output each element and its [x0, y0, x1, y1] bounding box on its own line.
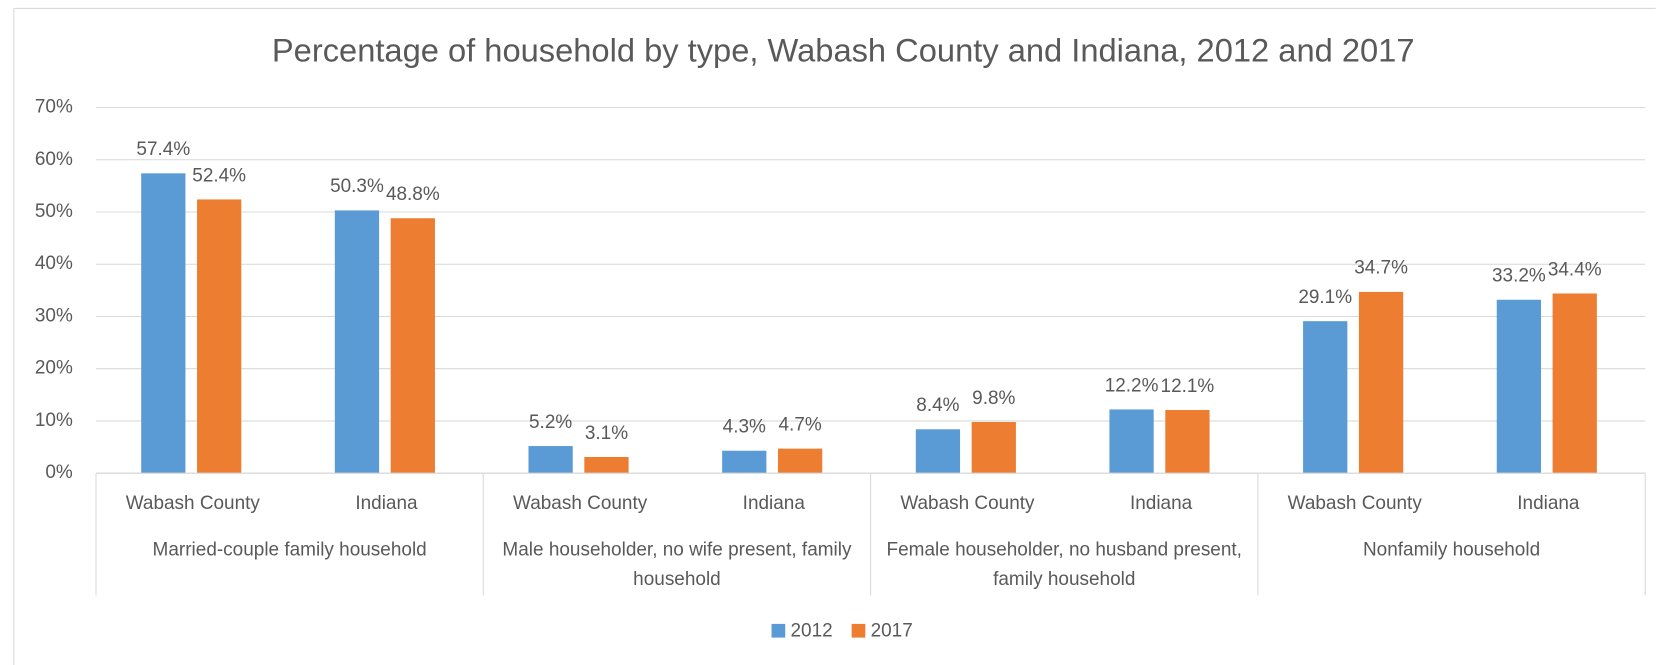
bar	[1165, 409, 1210, 474]
y-tick-label: 60%	[35, 149, 73, 170]
data-label: 34.7%	[1354, 258, 1408, 279]
group-label: Female householder, no husband present, …	[886, 538, 1242, 590]
bar	[777, 448, 823, 474]
group-label-box: Male householder, no wife present, famil…	[502, 538, 852, 590]
bar	[528, 446, 573, 474]
data-label: 34.4%	[1548, 259, 1602, 280]
bar	[390, 218, 435, 474]
data-label: 12.1%	[1161, 376, 1215, 397]
legend-label: 2017	[871, 620, 913, 641]
data-label: 12.2%	[1105, 375, 1159, 396]
x-tick-label: Indiana	[1130, 493, 1193, 514]
data-label: 48.8%	[386, 184, 440, 205]
bar	[915, 429, 961, 474]
x-tick-label: Wabash County	[126, 493, 261, 514]
data-label: 3.1%	[585, 423, 628, 444]
group-label: Married-couple family household	[152, 538, 427, 560]
data-label: 8.4%	[916, 395, 959, 416]
bar	[197, 199, 242, 474]
x-tick-label: Wabash County	[513, 493, 648, 514]
data-label: 29.1%	[1298, 287, 1352, 308]
group-label-box: Married-couple family household	[152, 538, 427, 560]
group-label-box: Nonfamily household	[1362, 538, 1541, 560]
data-label: 4.7%	[779, 414, 822, 435]
data-label: 57.4%	[136, 139, 190, 160]
group-label: Male householder, no wife present, famil…	[502, 538, 852, 590]
y-tick-label: 40%	[35, 253, 73, 274]
y-tick-label: 10%	[35, 410, 73, 431]
legend-swatch	[771, 623, 786, 638]
bar	[722, 450, 767, 474]
bar	[1496, 299, 1542, 474]
chart-title: Percentage of household by type, Wabash …	[272, 31, 1415, 68]
bar	[1109, 409, 1154, 474]
bar	[971, 421, 1016, 474]
bar	[584, 456, 629, 474]
data-label: 50.3%	[330, 176, 384, 197]
group-label: Nonfamily household	[1362, 538, 1541, 560]
x-tick-label: Wabash County	[1288, 493, 1423, 514]
data-label: 33.2%	[1492, 266, 1546, 287]
group-label-box: Female householder, no husband present, …	[886, 538, 1242, 590]
y-tick-label: 50%	[35, 201, 73, 222]
data-label: 5.2%	[529, 412, 572, 433]
x-tick-label: Indiana	[1517, 493, 1580, 514]
bar	[1303, 321, 1348, 474]
legend-swatch	[851, 623, 866, 638]
y-tick-label: 30%	[35, 305, 73, 326]
data-label: 9.8%	[972, 388, 1015, 409]
bar	[334, 210, 380, 474]
bar	[1358, 291, 1404, 474]
x-tick-label: Wabash County	[900, 493, 1035, 514]
data-label: 4.3%	[723, 417, 766, 438]
data-label: 52.4%	[192, 165, 246, 186]
bar	[1552, 293, 1597, 474]
bar	[141, 173, 186, 474]
x-tick-label: Indiana	[743, 493, 806, 514]
y-tick-label: 70%	[35, 97, 73, 118]
y-tick-label: 20%	[35, 358, 73, 379]
y-tick-label: 0%	[45, 462, 73, 483]
x-tick-label: Indiana	[355, 493, 418, 514]
legend-label: 2012	[791, 620, 833, 641]
